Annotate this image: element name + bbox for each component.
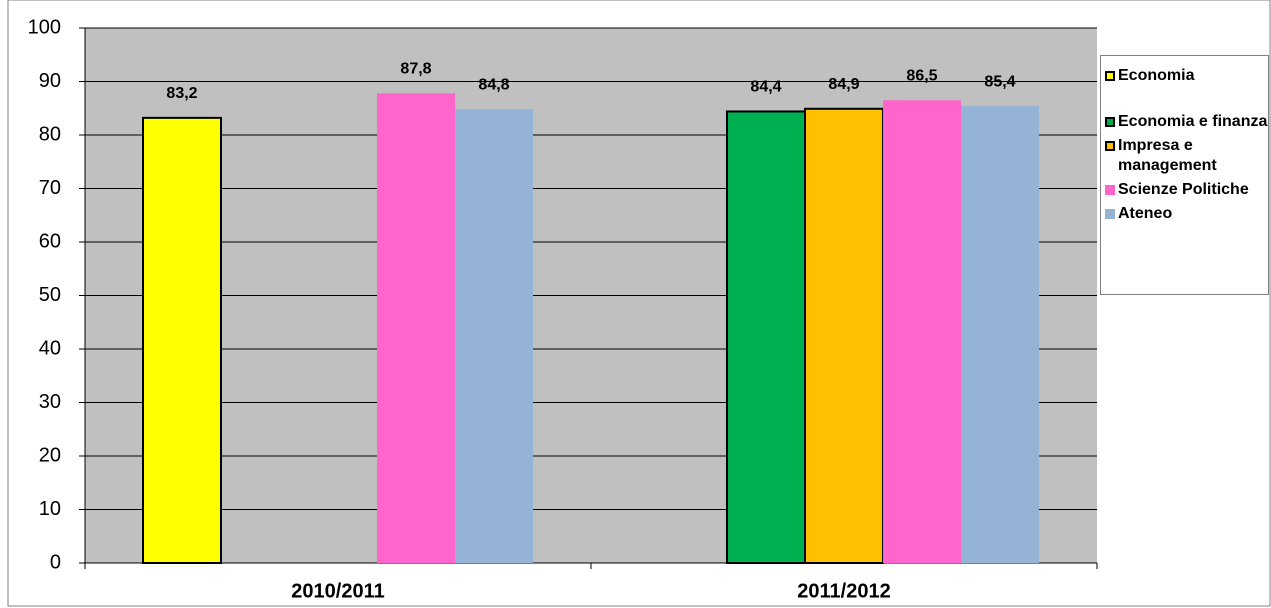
legend: Economia Economia e finanza Impresa e mana… bbox=[1100, 55, 1269, 295]
y-tick-label: 80 bbox=[39, 123, 61, 145]
y-tick-label: 0 bbox=[50, 551, 61, 573]
value-label: 83,2 bbox=[166, 85, 197, 102]
bar bbox=[455, 109, 533, 563]
legend-swatch bbox=[1105, 209, 1115, 219]
chart-border bbox=[7, 0, 1271, 607]
x-tick-label: 2011/2012 bbox=[797, 580, 890, 602]
bar bbox=[142, 116, 222, 564]
bar bbox=[377, 93, 455, 564]
value-label: 86,5 bbox=[906, 67, 937, 84]
legend-swatch bbox=[1105, 117, 1115, 127]
legend-label: Scienze Politiche bbox=[1118, 181, 1249, 198]
legend-item: Ateneo bbox=[1105, 204, 1268, 224]
y-tick-label: 10 bbox=[39, 498, 61, 520]
bar bbox=[804, 107, 884, 564]
legend-item: Impresa e management bbox=[1105, 136, 1268, 176]
legend-label: Ateneo bbox=[1118, 205, 1173, 222]
value-label: 85,4 bbox=[984, 73, 1015, 90]
bar bbox=[883, 100, 961, 563]
bar bbox=[961, 106, 1039, 564]
legend-label: Economia bbox=[1118, 67, 1195, 84]
y-tick-label: 70 bbox=[39, 177, 61, 199]
value-label: 84,8 bbox=[478, 77, 509, 94]
y-tick-label: 60 bbox=[39, 230, 61, 252]
value-label: 84,4 bbox=[750, 79, 781, 96]
y-tick-label: 20 bbox=[39, 444, 61, 466]
value-label: 87,8 bbox=[400, 60, 431, 77]
y-tick-label: 40 bbox=[39, 337, 61, 359]
legend-item: Economia bbox=[1105, 66, 1268, 86]
legend-swatch bbox=[1105, 185, 1115, 195]
legend-label: Impresa e management bbox=[1118, 137, 1217, 174]
x-tick-label: 2010/2011 bbox=[291, 580, 384, 602]
y-tick-label: 30 bbox=[39, 391, 61, 413]
legend-swatch bbox=[1105, 71, 1115, 81]
bar bbox=[726, 110, 806, 565]
y-tick-label: 100 bbox=[28, 16, 61, 38]
value-label: 84,9 bbox=[828, 76, 859, 93]
legend-label: Economia e finanza bbox=[1118, 113, 1268, 130]
legend-item: Economia e finanza bbox=[1105, 112, 1268, 132]
y-tick-label: 90 bbox=[39, 70, 61, 92]
y-tick-label: 50 bbox=[39, 284, 61, 306]
legend-swatch bbox=[1105, 141, 1115, 151]
legend-item: Scienze Politiche bbox=[1105, 180, 1268, 200]
